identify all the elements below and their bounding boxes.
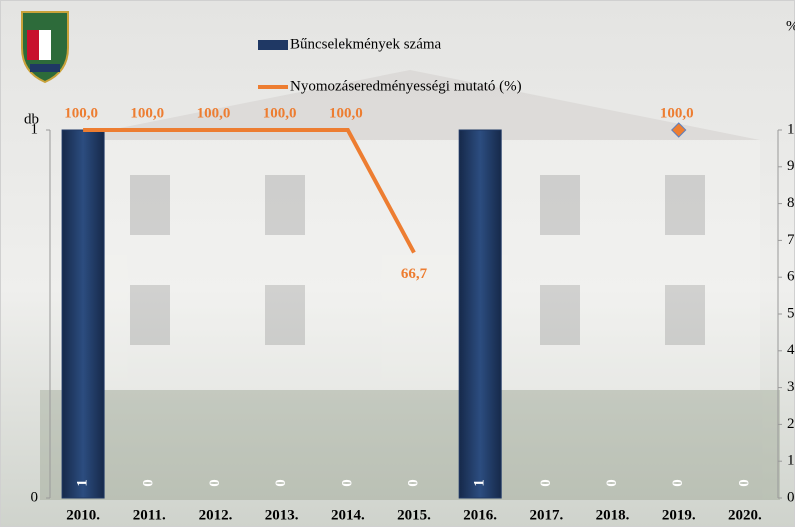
line-value-label: 100,0 <box>64 105 98 121</box>
bar-value-label: 0 <box>339 479 355 487</box>
bar-value-label: 0 <box>273 479 289 487</box>
x-tick-label: 2012. <box>199 507 233 523</box>
y2-tick-label: 0 <box>787 489 795 505</box>
x-tick-label: 2015. <box>397 507 431 523</box>
legend-label: Nyomozáseredményességi mutató (%) <box>290 78 522 94</box>
y2-tick-label: 90 <box>787 158 795 174</box>
x-tick-label: 2010. <box>66 507 100 523</box>
police-logo <box>22 12 68 82</box>
background-photo <box>40 70 780 500</box>
legend-label: Bűncselekmények száma <box>290 36 442 52</box>
line-value-label: 66,7 <box>401 266 428 282</box>
bar-value-label: 0 <box>207 479 223 487</box>
x-tick-label: 2016. <box>463 507 497 523</box>
y2-tick-label: 80 <box>787 195 795 211</box>
line-value-label: 100,0 <box>329 105 363 121</box>
x-tick-label: 2019. <box>662 507 696 523</box>
line-value-label: 100,0 <box>263 105 297 121</box>
bar-value-label: 1 <box>472 479 488 487</box>
y2-tick-label: 30 <box>787 379 795 395</box>
y2-tick-label: 20 <box>787 416 795 432</box>
bar-value-label: 0 <box>538 479 554 487</box>
y2-tick-label: 50 <box>787 305 795 321</box>
x-tick-label: 2017. <box>529 507 563 523</box>
chart: db % 0101020304050607080901002010.2011.2… <box>0 0 795 527</box>
bar-value-label: 0 <box>604 479 620 487</box>
bar-value-label: 1 <box>75 479 91 487</box>
bar-value-label: 0 <box>405 479 421 487</box>
line-value-label: 100,0 <box>130 105 164 121</box>
bar-value-label: 0 <box>736 479 752 487</box>
x-tick-label: 2018. <box>596 507 630 523</box>
y2-axis-title: % <box>786 18 795 34</box>
bar-value-label: 0 <box>670 479 686 487</box>
y2-tick-label: 10 <box>787 453 795 469</box>
legend-swatch <box>258 40 288 50</box>
y-tick-label: 0 <box>31 489 39 505</box>
bar <box>459 130 501 498</box>
bar-value-label: 0 <box>141 479 157 487</box>
y2-tick-label: 60 <box>787 269 795 285</box>
x-tick-label: 2014. <box>331 507 365 523</box>
x-tick-label: 2020. <box>728 507 762 523</box>
y-tick-label: 1 <box>31 121 39 137</box>
line-value-label: 100,0 <box>197 105 231 121</box>
line-value-label: 100,0 <box>660 105 694 121</box>
bar <box>62 130 104 498</box>
y2-tick-label: 40 <box>787 342 795 358</box>
x-tick-label: 2011. <box>133 507 166 523</box>
x-tick-label: 2013. <box>265 507 299 523</box>
y2-tick-label: 100 <box>787 121 795 137</box>
y2-tick-label: 70 <box>787 232 795 248</box>
